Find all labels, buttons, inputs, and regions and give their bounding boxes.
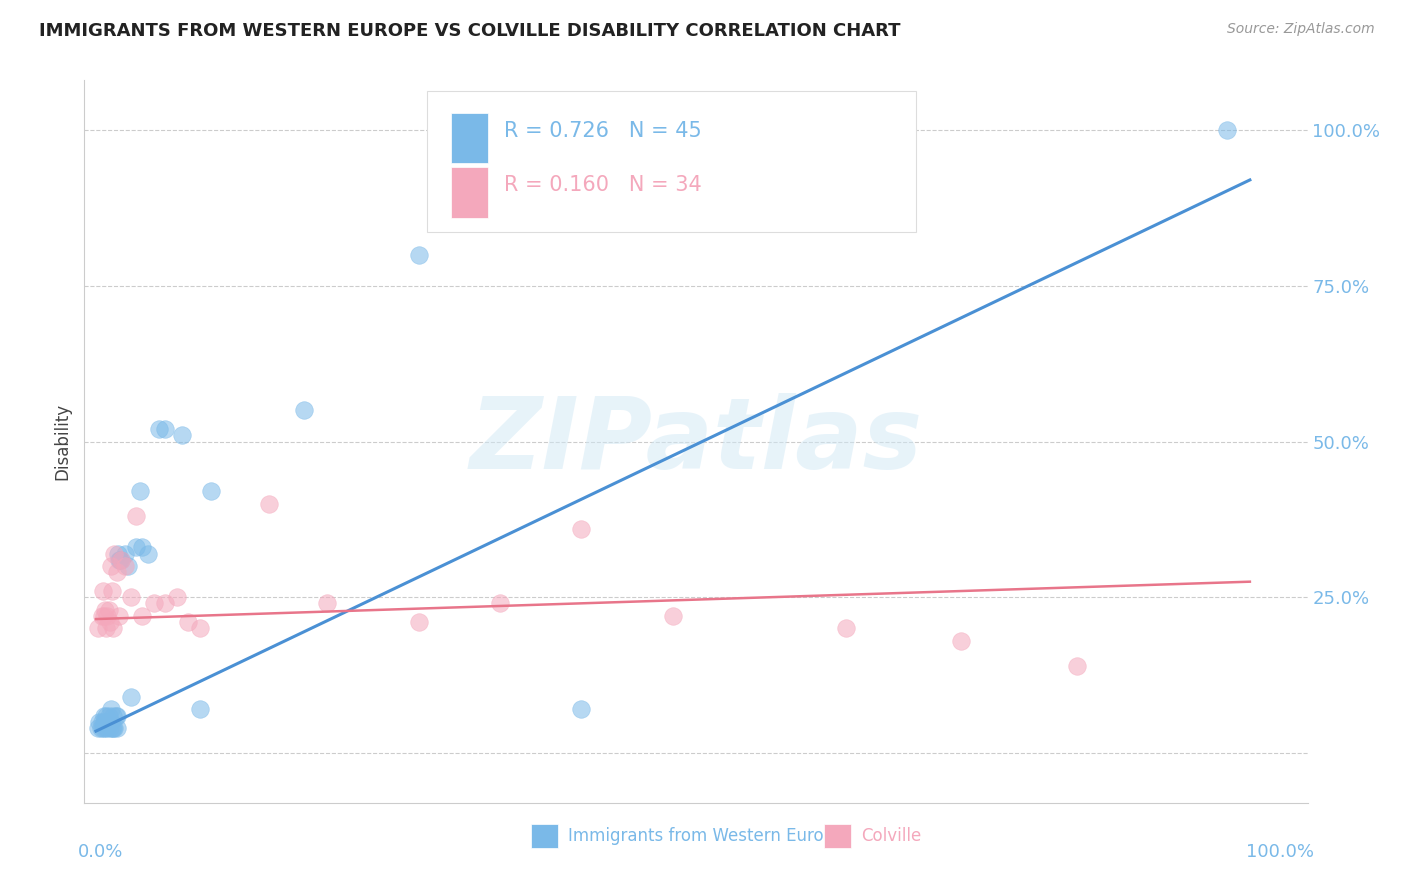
Point [90,609,112,624]
Point [114,547,136,561]
Point [105,566,128,580]
Point [131,609,153,624]
Point [89,714,111,729]
Point [100,714,122,729]
Point [153,597,176,611]
Point [87,621,110,635]
Point [108,553,131,567]
Point [93,708,115,723]
Text: 100.0%: 100.0% [1246,843,1313,861]
Point [172,428,194,442]
Point [292,403,315,417]
Point [108,609,131,624]
FancyBboxPatch shape [531,824,558,848]
Point [96,714,118,729]
Point [89,721,111,735]
Point [110,553,132,567]
Text: R = 0.160   N = 34: R = 0.160 N = 34 [503,175,702,195]
FancyBboxPatch shape [451,112,488,163]
Point [200,484,222,499]
Point [96,721,118,735]
Point [94,603,117,617]
Point [488,597,510,611]
Point [100,702,122,716]
Point [103,547,125,561]
Point [128,484,150,499]
Point [96,609,118,624]
Point [108,553,131,567]
Point [569,522,592,536]
Point [98,615,121,630]
Point [90,714,112,729]
Point [120,591,142,605]
Text: R = 0.726   N = 45: R = 0.726 N = 45 [503,120,702,141]
Text: Colville: Colville [860,827,921,845]
Point [103,721,125,735]
Point [103,621,125,635]
Text: ZIPatlas: ZIPatlas [470,393,922,490]
Point [101,721,124,735]
Point [166,591,188,605]
Point [97,603,120,617]
Point [96,714,118,729]
Point [188,702,211,716]
Point [114,559,136,574]
Point [98,721,121,735]
Point [1216,123,1239,137]
Text: IMMIGRANTS FROM WESTERN EUROPE VS COLVILLE DISABILITY CORRELATION CHART: IMMIGRANTS FROM WESTERN EUROPE VS COLVIL… [39,22,901,40]
Point [105,708,128,723]
Point [105,721,128,735]
Point [91,721,114,735]
Point [87,721,110,735]
Point [101,584,124,599]
Point [148,422,170,436]
Point [177,615,200,630]
FancyBboxPatch shape [451,167,488,218]
Point [93,714,115,729]
Point [96,708,118,723]
Point [315,597,337,611]
Point [100,559,122,574]
Point [110,553,132,567]
Point [107,547,129,561]
Y-axis label: Disability: Disability [53,403,72,480]
Point [93,609,115,624]
Point [98,714,121,729]
Point [103,708,125,723]
Point [125,509,148,524]
Point [96,621,118,635]
Point [125,541,148,555]
Point [408,248,430,262]
Point [1066,658,1088,673]
Point [136,547,159,561]
Point [103,721,125,735]
Point [569,702,592,716]
Point [153,422,176,436]
Point [94,721,117,735]
Text: 0.0%: 0.0% [79,843,124,861]
Point [950,633,973,648]
Point [97,714,120,729]
Point [142,597,165,611]
Text: Immigrants from Western Europe: Immigrants from Western Europe [568,827,844,845]
Text: Source: ZipAtlas.com: Source: ZipAtlas.com [1227,22,1375,37]
Point [120,690,142,704]
Point [257,497,280,511]
Point [117,559,139,574]
Point [91,584,114,599]
Point [835,621,858,635]
FancyBboxPatch shape [427,91,917,232]
Point [131,541,153,555]
Point [97,708,120,723]
Point [662,609,685,624]
Point [408,615,430,630]
FancyBboxPatch shape [824,824,851,848]
Point [188,621,211,635]
Point [104,708,127,723]
